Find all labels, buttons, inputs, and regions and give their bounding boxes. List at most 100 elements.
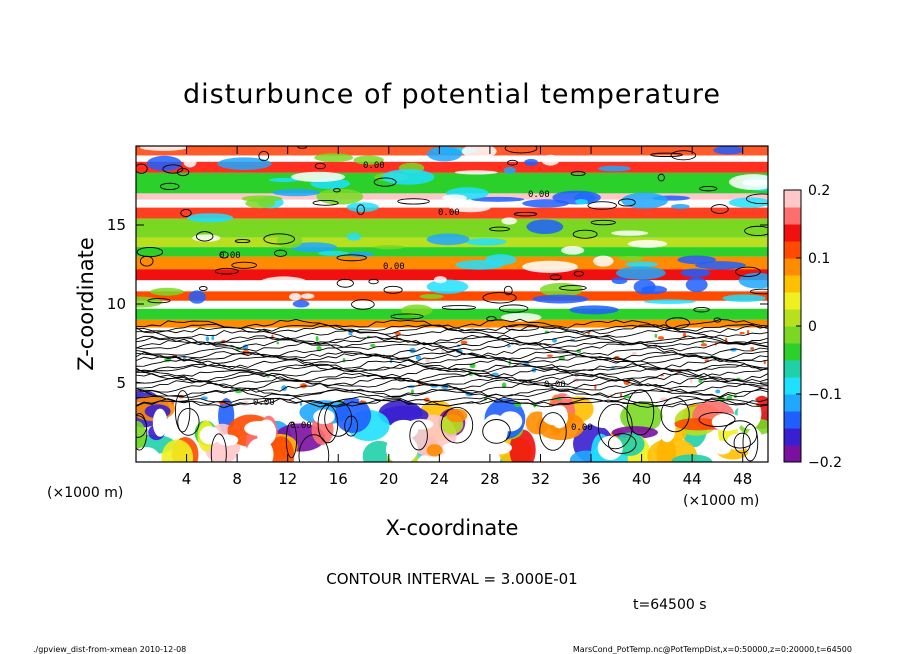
contour-loop [539, 412, 567, 451]
field-patch [674, 418, 723, 431]
contour-value-label: 0.00 [290, 421, 312, 431]
contour-loop [482, 419, 511, 444]
contour-value-label: 0.00 [253, 398, 275, 408]
contour-loop [513, 211, 538, 217]
field-patch [500, 312, 542, 322]
contour-line [136, 338, 768, 349]
contour-loop [198, 286, 208, 291]
field-patch [659, 397, 668, 401]
field-patch [276, 341, 280, 345]
field-patch [244, 420, 274, 436]
field-patch [347, 251, 374, 258]
contour-value-label: 0.00 [438, 208, 460, 218]
contour-loop [440, 406, 474, 444]
field-patch [611, 277, 628, 285]
contour-line [136, 350, 768, 361]
chart-title: disturbunce of potential temperature [183, 79, 721, 110]
contour-loop [660, 397, 690, 433]
contour-loop [351, 299, 375, 310]
colorbar-swatch [784, 360, 801, 378]
field-band [136, 300, 768, 309]
contour-line [136, 371, 768, 383]
field-patch [426, 444, 443, 457]
colorbar-swatch [784, 190, 801, 208]
field-patch [205, 336, 210, 342]
contour-loop [383, 285, 403, 294]
field-patch [524, 158, 539, 166]
field-patch [685, 277, 708, 293]
contour-loop [482, 292, 517, 304]
field-patch [415, 355, 422, 361]
colorbar-swatch [784, 343, 801, 361]
field-patch [539, 282, 583, 297]
contour-loop [506, 159, 518, 166]
x-unit-left: (×1000 m) [47, 485, 123, 501]
field-patch [627, 239, 668, 248]
field-patch [461, 146, 497, 159]
x-tick-label: 12 [278, 470, 297, 488]
colorbar-tick-label: −0.1 [808, 387, 842, 403]
field-patch [633, 279, 656, 295]
field-patch [501, 382, 507, 388]
contour-line [136, 397, 768, 409]
contour-loop [317, 404, 339, 444]
field-patch [713, 146, 744, 155]
y-axis-label: Z-coordinate [74, 237, 98, 371]
contour-loop [441, 305, 476, 310]
field-patch [465, 238, 507, 246]
contour-line [136, 379, 768, 390]
field-band [136, 247, 768, 257]
contour-loop [136, 246, 164, 258]
field-patch [217, 373, 221, 378]
field-patch [481, 414, 508, 447]
contour-loop [742, 423, 759, 462]
x-axis-label: X-coordinate [386, 516, 519, 540]
field-patch [183, 155, 197, 168]
field-patch [442, 194, 467, 202]
contour-loop [504, 146, 538, 154]
contour-loop [210, 433, 227, 462]
contour-value-label: 0.00 [571, 423, 593, 433]
colorbar-tick-label: 0.1 [808, 251, 830, 267]
contour-loop [298, 434, 330, 462]
contour-loop [297, 146, 308, 149]
contour-loop [657, 173, 665, 182]
field-patch [501, 217, 517, 225]
contour-loop [147, 298, 171, 304]
contour-loop [549, 274, 562, 281]
field-band [136, 269, 768, 281]
contour-loop [559, 285, 587, 291]
contour-line [136, 358, 768, 370]
field-patch [460, 340, 468, 345]
footer-right: MarsCond_PotTemp.nc@PotTempDist,x=0:5000… [573, 645, 852, 654]
field-patch [739, 331, 745, 335]
contour-loop [486, 316, 497, 322]
contour-loop [174, 390, 191, 433]
contour-value-label: 0.00 [383, 262, 405, 272]
field-patch [569, 338, 575, 341]
contour-line [136, 387, 768, 398]
colorbar-swatch [784, 309, 801, 327]
field-patch [216, 434, 239, 446]
contour-loop [285, 421, 298, 459]
colorbar-swatch [784, 326, 801, 344]
field-patch [385, 434, 418, 462]
field-patch [301, 293, 315, 299]
field-band [136, 319, 768, 328]
x-tick-label: 32 [531, 470, 550, 488]
field-band [136, 291, 768, 301]
field-patch [217, 157, 272, 171]
field-patch [591, 416, 620, 429]
colorbar-swatch [784, 394, 801, 412]
field-patch [455, 259, 504, 270]
field-patch [611, 230, 649, 236]
field-patch [569, 305, 619, 315]
contour-line [136, 376, 768, 387]
contour-loop [670, 150, 697, 161]
field-patch [426, 279, 469, 294]
field-patch [199, 426, 220, 445]
contour-loop [219, 251, 229, 259]
field-patch [419, 294, 444, 299]
field-patch [149, 287, 184, 296]
contour-loop [312, 199, 339, 206]
